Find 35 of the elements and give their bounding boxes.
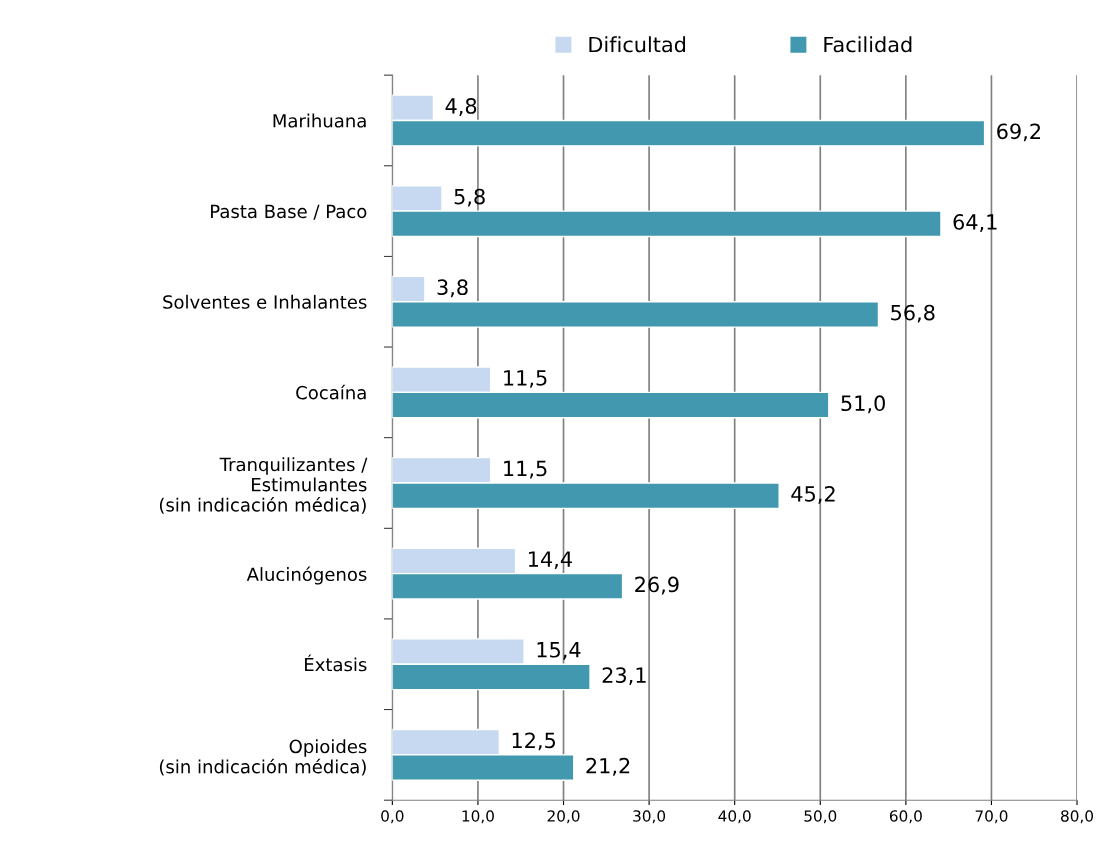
y-tick-label: Solventes e Inhalantes [163, 294, 367, 309]
x-tick-label: 80,0 [1061, 810, 1094, 824]
y-tick-label: Tranquilizantes / Estimulantes (sin indicación médica) [159, 457, 368, 514]
y-tick-label: Opioides (sin indicación médica) [159, 739, 367, 776]
data-label: 45,2 [791, 485, 835, 504]
data-label: 26,9 [635, 576, 679, 595]
x-tick-label: 70,0 [975, 810, 1008, 824]
y-tick-label: Marihuana [273, 113, 366, 128]
x-tick-label: 10,0 [462, 810, 494, 824]
legend-label: Dificultad [589, 36, 686, 53]
data-label: 12,5 [512, 732, 555, 751]
data-label: 14,4 [528, 551, 572, 570]
x-tick-label: 40,0 [718, 810, 751, 824]
legend-label: Facilidad [824, 36, 912, 53]
x-tick-label: 60,0 [889, 810, 922, 824]
x-tick-label: 30,0 [633, 810, 666, 824]
data-label: 5,8 [454, 188, 485, 207]
data-label: 11,5 [504, 370, 547, 388]
y-tick-label: Pasta Base / Paco [211, 204, 367, 220]
data-label: 3,8 [437, 279, 468, 298]
y-tick-label: Éxtasis [305, 654, 367, 672]
data-label: 4,8 [445, 98, 477, 116]
x-tick-label: 0,0 [381, 810, 404, 824]
data-label: 69,2 [997, 123, 1040, 142]
y-tick-label: Alucinógenos [246, 566, 367, 585]
data-label: 56,8 [891, 304, 935, 323]
data-label: 11,5 [504, 460, 547, 479]
data-label: 64,1 [953, 214, 997, 232]
y-tick-label: Cocaína [296, 384, 366, 400]
data-label: 51,0 [841, 395, 885, 414]
x-tick-label: 50,0 [804, 810, 837, 824]
x-tick-label: 20,0 [547, 810, 580, 824]
data-label: 23,1 [602, 667, 646, 686]
data-label: 15,4 [537, 642, 581, 660]
data-label: 21,2 [586, 757, 630, 776]
